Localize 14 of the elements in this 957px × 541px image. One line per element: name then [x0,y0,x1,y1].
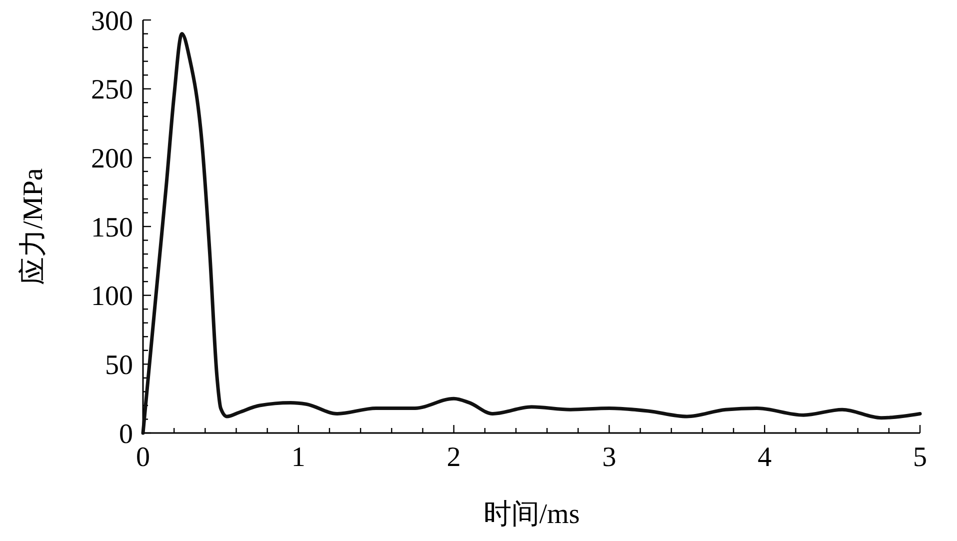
x-tick-label: 5 [913,442,927,473]
y-axis-title: 应力/MPa [18,168,49,285]
y-tick-label: 200 [91,143,133,174]
y-tick-label: 150 [91,212,133,244]
y-tick-label: 100 [91,281,133,312]
y-tick-label: 0 [119,418,133,450]
x-tick-label: 3 [602,442,616,473]
x-tick-label: 1 [291,442,306,473]
y-tick-label: 50 [105,350,133,381]
y-tick-label: 250 [91,74,133,106]
x-tick-label: 2 [446,442,461,473]
x-tick-label: 4 [758,442,772,473]
x-axis-title: 时间/ms [483,499,580,530]
y-tick-label: 300 [91,6,133,37]
